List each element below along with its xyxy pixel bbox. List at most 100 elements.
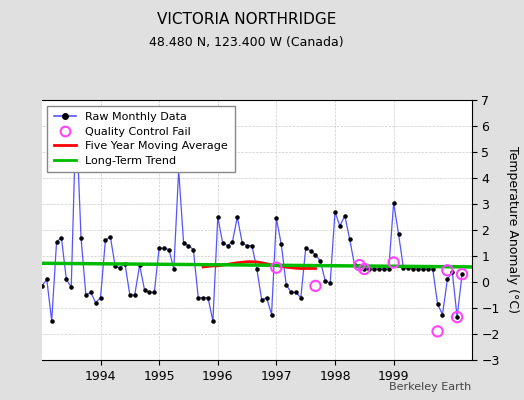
Point bbox=[360, 266, 368, 272]
Point bbox=[370, 266, 378, 272]
Point bbox=[272, 215, 280, 222]
Point bbox=[277, 241, 286, 248]
Point bbox=[233, 214, 242, 220]
Point bbox=[355, 262, 364, 268]
Point bbox=[160, 245, 168, 251]
Point bbox=[409, 266, 417, 272]
Text: 48.480 N, 123.400 W (Canada): 48.480 N, 123.400 W (Canada) bbox=[149, 36, 344, 49]
Legend: Raw Monthly Data, Quality Control Fail, Five Year Moving Average, Long-Term Tren: Raw Monthly Data, Quality Control Fail, … bbox=[48, 106, 235, 172]
Point bbox=[253, 266, 261, 272]
Point bbox=[189, 246, 198, 253]
Point bbox=[263, 294, 271, 301]
Point bbox=[52, 238, 61, 245]
Point bbox=[121, 261, 129, 267]
Point bbox=[375, 266, 383, 272]
Point bbox=[389, 200, 398, 206]
Point bbox=[267, 311, 276, 318]
Point bbox=[345, 236, 354, 242]
Point bbox=[321, 278, 330, 284]
Point bbox=[204, 294, 212, 301]
Point bbox=[453, 314, 461, 320]
Point bbox=[111, 263, 119, 270]
Point bbox=[214, 214, 222, 220]
Point bbox=[116, 264, 124, 271]
Point bbox=[433, 301, 442, 307]
Point bbox=[179, 240, 188, 246]
Point bbox=[145, 289, 154, 296]
Point bbox=[380, 266, 388, 272]
Point bbox=[184, 242, 193, 249]
Point bbox=[448, 268, 456, 275]
Text: Berkeley Earth: Berkeley Earth bbox=[389, 382, 472, 392]
Point bbox=[67, 284, 75, 290]
Point bbox=[414, 266, 422, 272]
Point bbox=[326, 280, 334, 286]
Point bbox=[282, 282, 290, 288]
Point bbox=[301, 245, 310, 251]
Point bbox=[365, 266, 374, 272]
Point bbox=[341, 212, 349, 219]
Point bbox=[429, 266, 437, 272]
Point bbox=[150, 289, 158, 296]
Point bbox=[209, 318, 217, 324]
Point bbox=[458, 271, 466, 278]
Point bbox=[126, 292, 134, 298]
Point bbox=[419, 266, 427, 272]
Point bbox=[307, 248, 315, 254]
Point bbox=[77, 234, 85, 241]
Point bbox=[101, 237, 110, 244]
Point bbox=[219, 240, 227, 246]
Point bbox=[238, 240, 246, 246]
Point bbox=[316, 258, 324, 264]
Point bbox=[331, 209, 339, 215]
Point bbox=[443, 267, 452, 274]
Point bbox=[42, 276, 51, 282]
Point bbox=[243, 242, 252, 249]
Point bbox=[360, 266, 368, 272]
Point bbox=[423, 266, 432, 272]
Point bbox=[228, 238, 237, 245]
Point bbox=[404, 264, 412, 271]
Point bbox=[311, 252, 320, 258]
Point bbox=[57, 234, 66, 241]
Point bbox=[170, 266, 178, 272]
Point bbox=[135, 262, 144, 268]
Point bbox=[311, 283, 320, 289]
Point bbox=[248, 242, 256, 249]
Point bbox=[106, 233, 115, 240]
Point bbox=[399, 264, 408, 271]
Point bbox=[258, 297, 266, 303]
Point bbox=[165, 246, 173, 253]
Point bbox=[351, 262, 359, 268]
Point bbox=[82, 292, 90, 298]
Point bbox=[140, 286, 149, 293]
Point bbox=[194, 294, 202, 301]
Point bbox=[433, 328, 442, 334]
Point bbox=[438, 311, 446, 318]
Point bbox=[355, 263, 364, 270]
Point bbox=[453, 314, 461, 320]
Y-axis label: Temperature Anomaly (°C): Temperature Anomaly (°C) bbox=[506, 146, 519, 314]
Point bbox=[287, 289, 295, 296]
Point bbox=[96, 294, 105, 301]
Point bbox=[385, 266, 393, 272]
Point bbox=[199, 294, 208, 301]
Point bbox=[155, 245, 163, 251]
Point bbox=[174, 167, 183, 174]
Point bbox=[72, 110, 80, 116]
Point bbox=[272, 264, 280, 271]
Point bbox=[458, 271, 466, 278]
Point bbox=[389, 259, 398, 266]
Point bbox=[92, 300, 100, 306]
Point bbox=[48, 318, 56, 324]
Point bbox=[443, 276, 452, 282]
Point bbox=[297, 294, 305, 301]
Point bbox=[394, 231, 402, 237]
Point bbox=[86, 289, 95, 296]
Text: VICTORIA NORTHRIDGE: VICTORIA NORTHRIDGE bbox=[157, 12, 336, 27]
Point bbox=[38, 283, 46, 289]
Point bbox=[130, 292, 139, 298]
Point bbox=[223, 242, 232, 249]
Point bbox=[62, 276, 71, 282]
Point bbox=[292, 289, 300, 296]
